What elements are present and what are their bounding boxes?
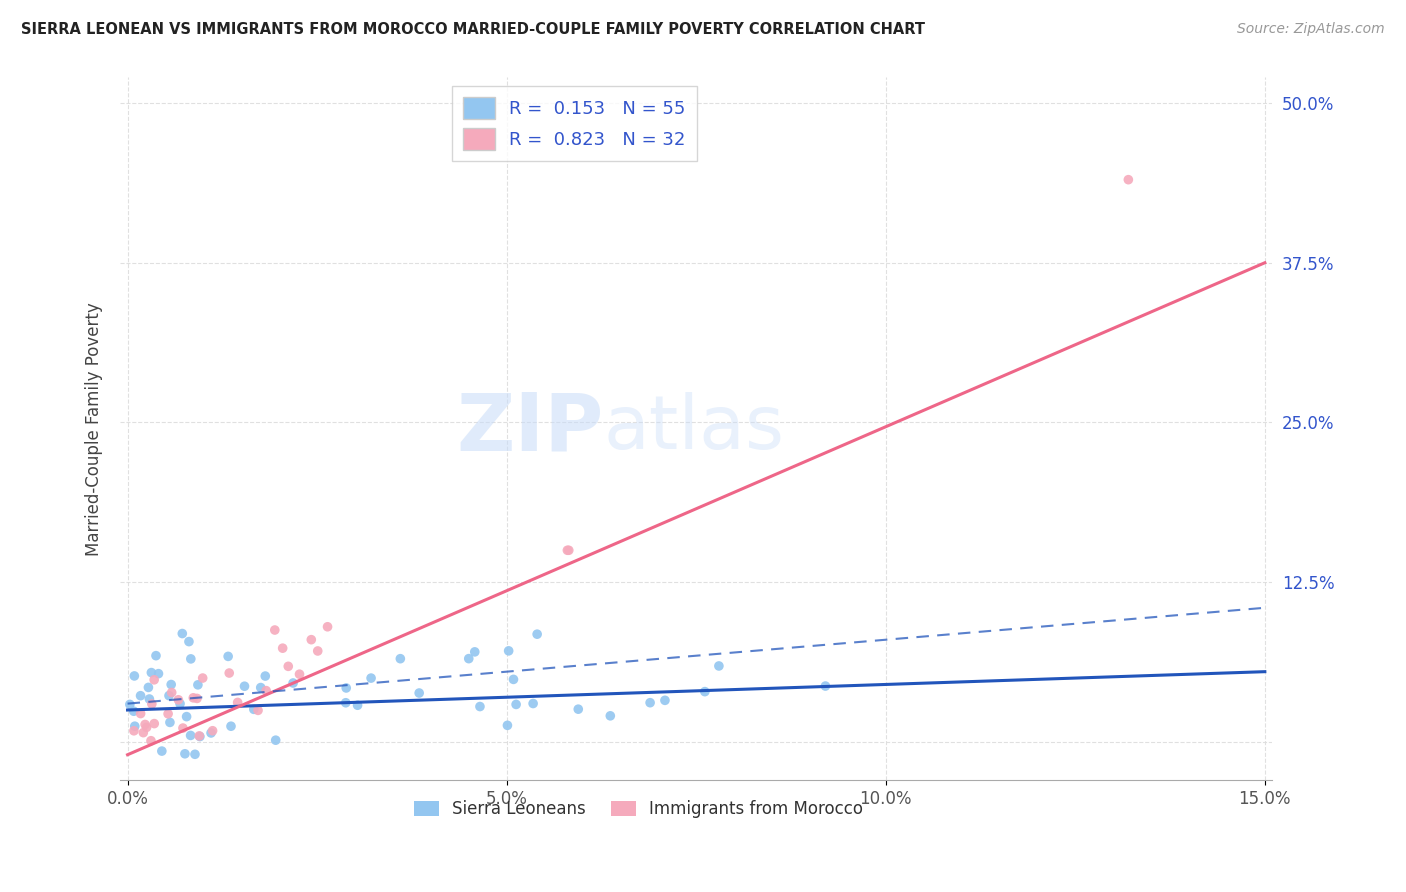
Point [226, 695, 249, 709]
Point [138, 681, 160, 695]
Point [160, 677, 183, 691]
Point [1118, 172, 1140, 186]
Point [288, 667, 311, 681]
Point [201, 723, 224, 738]
Point [186, 691, 208, 706]
Point [143, 716, 166, 731]
Point [132, 725, 155, 739]
Point [135, 720, 157, 734]
Point [457, 651, 479, 665]
Point [281, 676, 304, 690]
Point [254, 683, 277, 698]
Point [335, 696, 357, 710]
Point [277, 659, 299, 673]
Point [498, 644, 520, 658]
Point [505, 698, 527, 712]
Point [243, 702, 266, 716]
Point [177, 634, 200, 648]
Text: ZIP: ZIP [457, 390, 605, 468]
Point [263, 623, 285, 637]
Point [150, 744, 173, 758]
Point [122, 704, 145, 718]
Point [249, 681, 271, 695]
Point [129, 689, 152, 703]
Point [143, 673, 166, 687]
Point [188, 730, 211, 744]
Point [567, 702, 589, 716]
Point [693, 684, 716, 698]
Point [141, 665, 163, 680]
Legend: Sierra Leoneans, Immigrants from Morocco: Sierra Leoneans, Immigrants from Morocco [408, 793, 870, 825]
Point [184, 747, 207, 762]
Point [148, 666, 170, 681]
Point [233, 679, 256, 693]
Point [176, 709, 198, 723]
Point [247, 703, 270, 717]
Point [218, 666, 240, 681]
Point [558, 543, 581, 558]
Point [174, 747, 197, 761]
Point [138, 692, 160, 706]
Point [122, 723, 145, 738]
Point [129, 706, 152, 721]
Point [124, 719, 146, 733]
Point [299, 632, 322, 647]
Point [157, 706, 180, 721]
Text: SIERRA LEONEAN VS IMMIGRANTS FROM MOROCCO MARRIED-COUPLE FAMILY POVERTY CORRELAT: SIERRA LEONEAN VS IMMIGRANTS FROM MOROCC… [21, 22, 925, 37]
Point [468, 699, 491, 714]
Text: atlas: atlas [605, 392, 785, 466]
Point [464, 645, 486, 659]
Point [360, 671, 382, 685]
Point [118, 698, 141, 712]
Point [139, 733, 162, 747]
Point [408, 686, 430, 700]
Point [522, 697, 544, 711]
Point [654, 693, 676, 707]
Point [180, 652, 202, 666]
Point [599, 708, 621, 723]
Point [191, 671, 214, 685]
Point [167, 693, 190, 707]
Point [145, 648, 167, 663]
Point [217, 649, 239, 664]
Point [134, 717, 156, 731]
Point [707, 659, 730, 673]
Point [124, 669, 146, 683]
Y-axis label: Married-Couple Family Poverty: Married-Couple Family Poverty [86, 302, 103, 556]
Point [557, 543, 579, 558]
Point [346, 698, 368, 713]
Point [160, 685, 183, 699]
Point [316, 620, 339, 634]
Point [187, 678, 209, 692]
Point [180, 728, 202, 742]
Point [335, 681, 357, 695]
Point [264, 733, 287, 747]
Point [159, 715, 181, 730]
Point [157, 689, 180, 703]
Point [200, 726, 222, 740]
Point [188, 729, 211, 743]
Text: Source: ZipAtlas.com: Source: ZipAtlas.com [1237, 22, 1385, 37]
Point [638, 696, 661, 710]
Point [172, 721, 194, 735]
Point [526, 627, 548, 641]
Point [502, 673, 524, 687]
Point [141, 697, 163, 711]
Point [307, 644, 329, 658]
Point [169, 697, 191, 711]
Point [181, 690, 204, 705]
Point [814, 679, 837, 693]
Point [271, 641, 294, 656]
Point [254, 669, 277, 683]
Point [219, 719, 242, 733]
Point [496, 718, 519, 732]
Point [389, 651, 412, 665]
Point [172, 626, 194, 640]
